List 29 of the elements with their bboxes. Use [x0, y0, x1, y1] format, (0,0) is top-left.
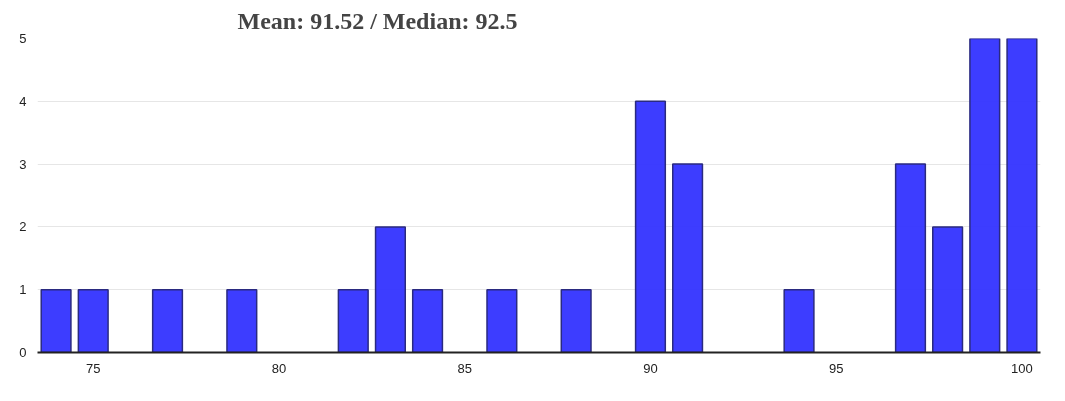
x-tick-label: 90 [643, 360, 658, 376]
bar [969, 38, 1001, 353]
x-tick-label: 95 [828, 360, 844, 376]
bar [1006, 38, 1038, 353]
y-tick-label: 4 [19, 93, 27, 109]
x-tick-label: 100 [1011, 360, 1033, 376]
y-tick-label: 1 [19, 282, 27, 298]
bar [894, 163, 927, 353]
bar [374, 226, 407, 353]
y-tick-label: 5 [19, 31, 27, 46]
bar [226, 288, 258, 353]
chart-title: Mean: 91.52 / Median: 92.5 [237, 7, 518, 34]
bar [634, 100, 667, 353]
x-tick-label: 85 [457, 360, 472, 376]
y-tick-label: 2 [19, 219, 27, 235]
bar [411, 288, 444, 353]
x-tick-label: 75 [85, 360, 101, 376]
bar [671, 163, 704, 353]
bar [40, 288, 72, 353]
bar [783, 288, 815, 353]
bar [486, 288, 518, 353]
bar [932, 226, 964, 353]
y-tick-label: 3 [19, 156, 27, 172]
bar [337, 288, 369, 353]
bar [151, 288, 184, 353]
bar [77, 288, 109, 353]
bar [560, 288, 592, 353]
x-tick-label: 80 [271, 360, 287, 376]
y-tick-label: 0 [19, 345, 27, 360]
